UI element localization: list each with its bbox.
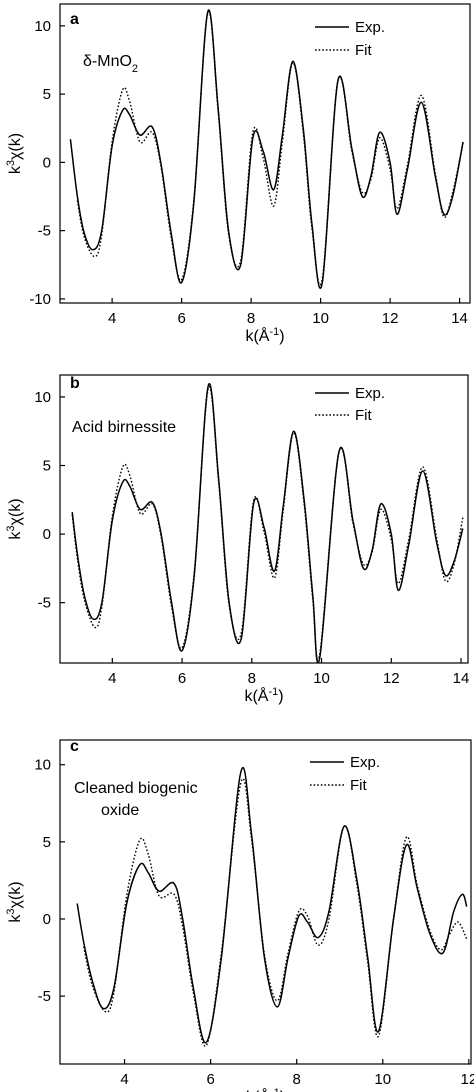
y-axis-label-part: k: [7, 914, 24, 923]
plot-frame: [59, 739, 472, 1065]
series-line-exp: [71, 383, 464, 663]
y-tick-label: 0: [43, 911, 51, 928]
sample-annotation-part: 2: [132, 63, 138, 75]
y-tick-label: 10: [34, 389, 51, 406]
y-axis-label-part: k: [7, 531, 24, 540]
legend-label: Exp.: [355, 19, 385, 36]
x-tick-label: 8: [293, 1071, 301, 1088]
sample-annotation: Cleaned biogenic: [74, 780, 198, 797]
x-axis-label-part: -1: [268, 686, 278, 698]
x-tick-label: 8: [247, 310, 255, 327]
legend-label: Fit: [355, 407, 372, 424]
panel-letter: a: [70, 11, 79, 28]
x-axis-label-part: k(Å: [246, 1087, 270, 1092]
legend-label: Exp.: [350, 754, 380, 771]
panel-letter: b: [70, 375, 80, 392]
x-axis-label: k(Å-1): [244, 686, 283, 705]
x-tick-label: 12: [461, 1071, 474, 1088]
x-tick-label: 4: [108, 670, 116, 687]
series-line-fit: [82, 778, 468, 1047]
series-line-exp: [76, 767, 468, 1044]
panel-a: 4 6 8 10 12 14 -10 -5 0 5 10 k(Å-1) k3χ(k) a δ-MnO2 Exp…: [5, 3, 471, 345]
series-line-fit: [76, 10, 464, 286]
x-tick-label: 10: [374, 1071, 391, 1088]
y-axis-label-part: χ(k): [7, 133, 24, 160]
y-tick-label: 5: [43, 458, 51, 475]
panel-letter: c: [70, 738, 79, 755]
x-tick-label: 10: [312, 310, 329, 327]
x-tick-label: 4: [120, 1071, 128, 1088]
plot-frame: [59, 3, 471, 304]
y-tick-label: 0: [43, 526, 51, 543]
x-axis-label-part: k(Å: [245, 326, 269, 345]
x-axis-label-part: -1: [269, 326, 279, 338]
panel-b: 4 6 8 10 12 14 -5 0 5 10 k(Å-1) k3χ(k) b Acid birness…: [5, 374, 470, 705]
legend-label: Exp.: [355, 385, 385, 402]
plot-frame: [59, 374, 469, 664]
y-tick-label: -5: [38, 223, 51, 240]
x-tick-label: 14: [451, 310, 468, 327]
y-axis-label-part: χ(k): [7, 881, 24, 908]
x-tick-label: 10: [313, 670, 330, 687]
legend-label: Fit: [350, 777, 367, 794]
y-axis-label-part: 3: [5, 160, 17, 166]
y-tick-label: 5: [43, 86, 51, 103]
y-tick-label: 5: [43, 834, 51, 851]
x-tick-label: 6: [206, 1071, 214, 1088]
x-axis-label-part: ): [279, 328, 284, 345]
series-line-fit: [71, 385, 464, 661]
sample-annotation: oxide: [101, 802, 139, 819]
x-axis-label: k(Å-1): [245, 326, 284, 345]
panel-c: 4 6 8 10 12 -5 0 5 10 k(Å-1) k3χ(k) c Cleaned biogen…: [5, 738, 474, 1092]
x-axis-label-part: ): [280, 1089, 285, 1092]
y-axis-label-part: 3: [5, 908, 17, 914]
x-tick-label: 14: [453, 670, 470, 687]
y-tick-label: -10: [29, 291, 51, 308]
x-axis-label-part: -1: [270, 1087, 280, 1092]
x-tick-label: 8: [248, 670, 256, 687]
y-tick-label: 0: [43, 154, 51, 171]
x-axis-label-part: k(Å: [244, 686, 268, 705]
x-axis-label: k(Å-1): [246, 1087, 285, 1092]
x-tick-label: 4: [108, 310, 116, 327]
x-tick-label: 12: [383, 670, 400, 687]
x-tick-label: 6: [177, 310, 185, 327]
y-axis-label-part: χ(k): [7, 498, 24, 525]
sample-annotation: Acid birnessite: [72, 419, 176, 436]
y-axis-label-part: 3: [5, 525, 17, 531]
y-tick-label: -5: [38, 988, 51, 1005]
x-tick-label: 12: [382, 310, 399, 327]
y-tick-label: 10: [34, 757, 51, 774]
y-axis-label: k3χ(k): [5, 133, 24, 174]
y-axis-label: k3χ(k): [5, 881, 24, 922]
y-axis-label-part: k: [7, 165, 24, 174]
y-tick-label: 10: [34, 18, 51, 35]
y-axis-label: k3χ(k): [5, 498, 24, 539]
x-axis-label-part: ): [278, 688, 283, 705]
sample-annotation-part: δ-MnO: [83, 53, 132, 70]
legend-label: Fit: [355, 42, 372, 59]
sample-annotation: δ-MnO2: [83, 53, 138, 75]
series-line-exp: [69, 9, 464, 289]
x-tick-label: 6: [178, 670, 186, 687]
y-tick-label: -5: [38, 595, 51, 612]
